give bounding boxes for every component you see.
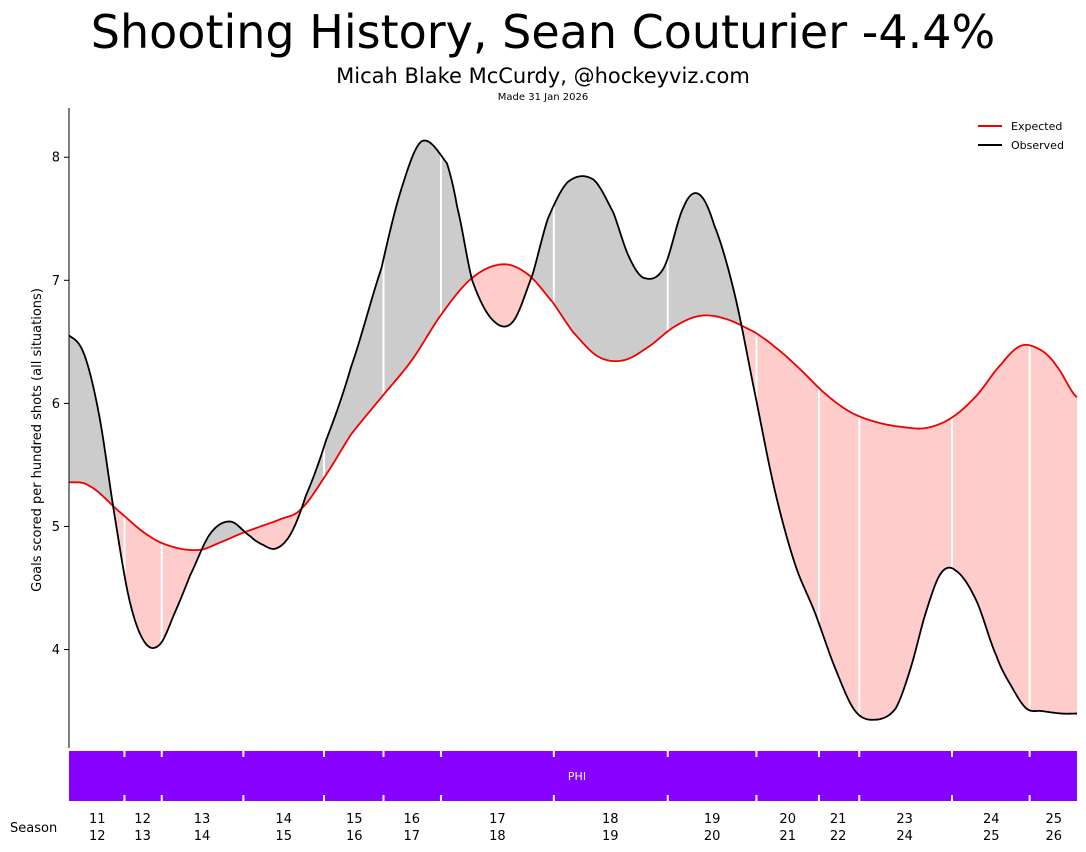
fill-above-expected <box>69 335 114 506</box>
fill-below-expected <box>741 325 1077 720</box>
season-label-top: 18 <box>602 812 619 827</box>
team-label: PHI <box>568 770 586 783</box>
season-label-bottom: 14 <box>194 829 211 844</box>
season-label-bottom: 24 <box>896 829 913 844</box>
season-label-bottom: 12 <box>89 829 106 844</box>
legend-entry: Expected <box>1011 120 1062 133</box>
season-label-bottom: 17 <box>403 829 420 844</box>
season-label-top: 11 <box>89 812 106 827</box>
y-axis-label: Goals scored per hundred shots (all situ… <box>30 288 45 592</box>
difference-fills <box>69 140 1077 720</box>
season-label-top: 23 <box>896 812 913 827</box>
fill-above-expected <box>301 140 472 509</box>
season-label-bottom: 16 <box>346 829 363 844</box>
fill-above-expected <box>201 521 245 550</box>
season-label-top: 19 <box>704 812 721 827</box>
season-label-bottom: 25 <box>983 829 1000 844</box>
team-bar: PHI <box>69 751 1077 801</box>
chart-title: Shooting History, Sean Couturier -4.4% <box>90 5 996 59</box>
season-label-bottom: 13 <box>134 829 151 844</box>
made-date: Made 31 Jan 2026 <box>497 92 589 103</box>
season-label-top: 20 <box>779 812 796 827</box>
series-lines <box>68 139 1078 721</box>
season-label-bottom: 18 <box>489 829 506 844</box>
season-label-top: 13 <box>194 812 211 827</box>
season-label-top: 21 <box>830 812 847 827</box>
season-label-top: 15 <box>346 812 363 827</box>
season-label-top: 16 <box>403 812 420 827</box>
y-tick-label: 7 <box>52 274 60 289</box>
season-label-bottom: 15 <box>275 829 292 844</box>
fill-below-expected <box>113 505 202 649</box>
season-label-top: 24 <box>983 812 1000 827</box>
y-tick-label: 4 <box>52 643 60 658</box>
season-label-bottom: 20 <box>704 829 721 844</box>
legend-entry: Observed <box>1011 139 1064 152</box>
expected-line <box>68 263 1078 552</box>
legend: Expected Observed <box>978 120 1064 152</box>
season-label-top: 25 <box>1046 812 1063 827</box>
season-label-top: 17 <box>489 812 506 827</box>
season-label-bottom: 21 <box>779 829 796 844</box>
y-tick-label: 5 <box>52 520 60 535</box>
season-label-bottom: 22 <box>830 829 847 844</box>
season-label-bottom: 19 <box>602 829 619 844</box>
y-tick-label: 8 <box>52 151 60 166</box>
season-label-bottom: 26 <box>1046 829 1063 844</box>
y-tick-label: 6 <box>52 397 60 412</box>
axes: 4 5 6 7 8 Goals scored per hundred shots (all… <box>30 108 70 748</box>
chart-subtitle: Micah Blake McCurdy, @hockeyviz.com <box>336 64 750 88</box>
fill-below-expected <box>471 264 532 327</box>
x-axis-label: Season <box>10 821 57 836</box>
season-boundary-lines <box>123 155 1031 716</box>
season-label-top: 12 <box>134 812 151 827</box>
season-label-top: 14 <box>275 812 292 827</box>
team-bar-segment <box>69 751 1077 801</box>
season-labels: Season 11 12 12 13 13 14 14 15 15 16 16 17 17 18 18 19 19… <box>10 812 1062 844</box>
fill-above-expected <box>531 176 742 362</box>
observed-line <box>68 139 1078 721</box>
